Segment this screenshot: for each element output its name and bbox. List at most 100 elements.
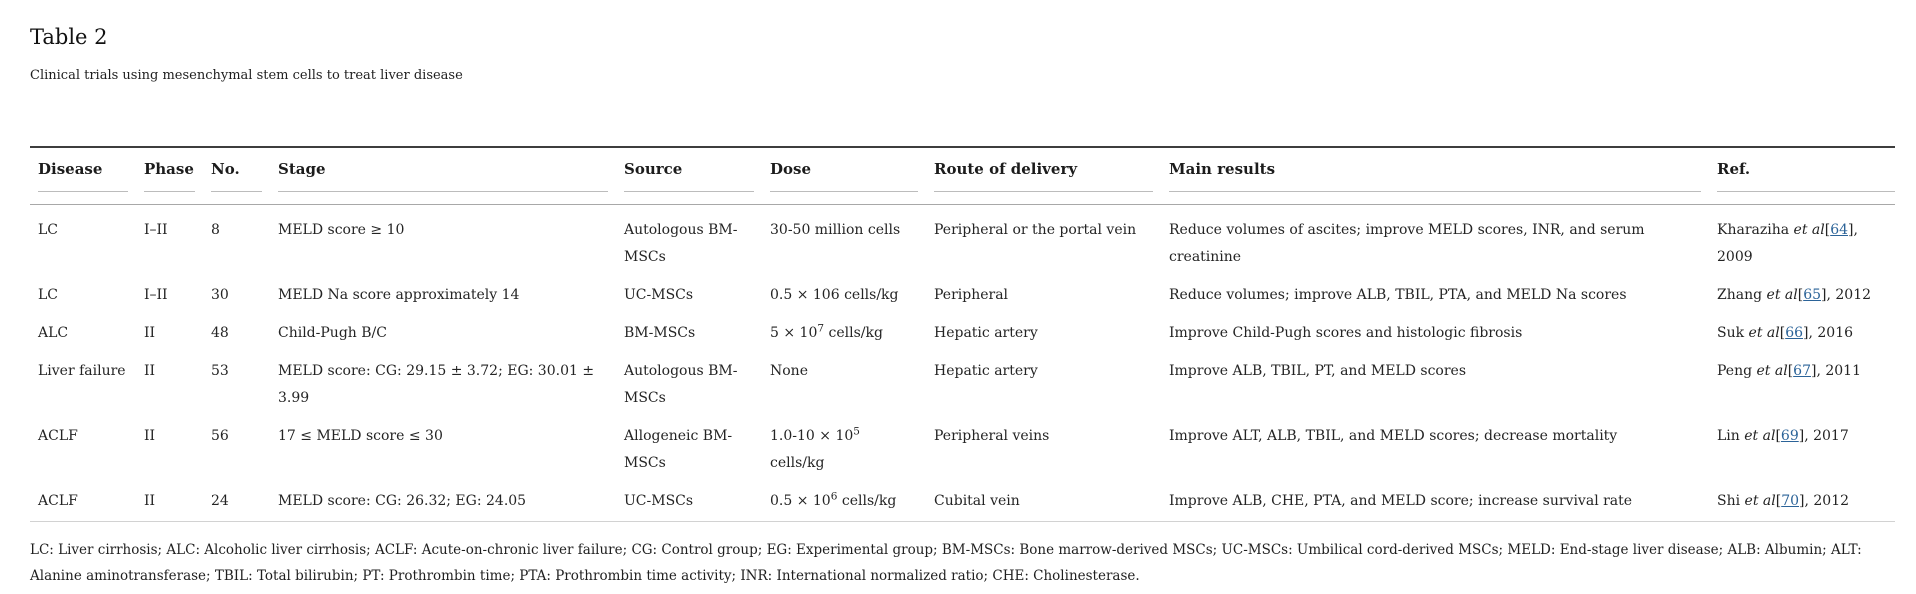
cell-no: 8 [211,222,220,238]
table-footnote: LC: Liver cirrhosis; ALC: Alcoholic live… [30,542,1862,584]
cell-stage: MELD Na score approximately 14 [278,287,520,303]
cell-route: Hepatic artery [934,325,1038,341]
cell-dose: 5 × 107 cells/kg [770,315,934,353]
citation-link[interactable]: 64 [1830,222,1849,238]
cell-stage: MELD score: CG: 29.15 ± 3.72; EG: 30.01 … [278,363,595,406]
ref-etal: et al [1744,428,1776,444]
cell-disease: LC [38,222,59,238]
cell-stage: MELD score ≥ 10 [278,222,405,238]
col-header-source: Source [624,147,770,205]
col-header-route: Route of delivery [934,147,1169,205]
ref-year: , 2012 [1804,493,1850,509]
col-header-stage: Stage [278,147,624,205]
table-row: Liver failure II 53 MELD score: CG: 29.1… [30,353,1895,418]
table-row: LC I–II 30 MELD Na score approximately 1… [30,277,1895,315]
cell-source: Autologous BM-MSCs [624,363,738,406]
ref-bracket-close: ] [1799,493,1805,509]
citation-link[interactable]: 70 [1781,493,1800,509]
cell-ref: Lin et al[69], 2017 [1717,418,1895,483]
citation-link[interactable]: 69 [1780,428,1799,444]
dose-text: 0.5 × 106 cells/kg [770,287,899,303]
cell-results: Improve Child-Pugh scores and histologic… [1169,325,1523,341]
cell-no: 24 [211,493,229,509]
cell-ref: Suk et al[66], 2016 [1717,315,1895,353]
table-row: LC I–II 8 MELD score ≥ 10 Autologous BM-… [30,205,1895,278]
cell-route: Cubital vein [934,493,1020,509]
citation-link[interactable]: 65 [1803,287,1822,303]
dose-text: None [770,363,808,379]
ref-author: Zhang [1717,287,1763,303]
dose-unit: cells/kg [824,325,883,341]
clinical-trials-table: Disease Phase No. Stage Source Dose Rout… [30,146,1895,522]
cell-dose: None [770,353,934,418]
cell-ref: Zhang et al[65], 2012 [1717,277,1895,315]
cell-disease: Liver failure [38,363,126,379]
cell-stage: 17 ≤ MELD score ≤ 30 [278,428,443,444]
ref-etal: et al [1766,287,1798,303]
ref-bracket-close: ] [1811,363,1817,379]
ref-bracket-open: [ [1775,428,1781,444]
cell-phase: II [144,363,156,379]
ref-year: , 2017 [1804,428,1849,444]
cell-dose: 0.5 × 106 cells/kg [770,277,934,315]
citation-link[interactable]: 67 [1793,363,1811,379]
cell-disease: LC [38,287,59,303]
cell-source: Autologous BM-MSCs [624,222,738,265]
ref-bracket-close: ] [1803,325,1809,341]
cell-dose: 30-50 million cells [770,205,934,278]
cell-route: Peripheral [934,287,1009,303]
dose-exponent: 7 [817,322,825,335]
col-header-dose: Dose [770,147,934,205]
cell-source: Allogeneic BM-MSCs [624,428,733,471]
cell-route: Peripheral veins [934,428,1050,444]
cell-results: Reduce volumes; improve ALB, TBIL, PTA, … [1169,287,1627,303]
cell-phase: II [144,325,156,341]
cell-ref: Peng et al[67], 2011 [1717,353,1895,418]
cell-phase: I–II [144,222,168,238]
ref-bracket-open: [ [1797,287,1804,303]
cell-phase: II [144,428,156,444]
cell-no: 30 [211,287,229,303]
dose-text: 0.5 × 10 [770,493,831,509]
dose-unit: cells/kg [837,493,897,509]
ref-bracket-open: [ [1824,222,1831,238]
ref-author: Lin [1717,428,1740,444]
ref-author: Shi [1717,493,1741,509]
ref-author: Peng [1717,363,1753,379]
ref-year: , 2011 [1816,363,1861,379]
ref-etal: et al [1744,493,1776,509]
col-header-results: Main results [1169,147,1717,205]
cell-results: Improve ALB, CHE, PTA, and MELD score; i… [1169,493,1633,509]
ref-bracket-open: [ [1787,363,1794,379]
cell-disease: ALC [38,325,69,341]
cell-route: Hepatic artery [934,363,1038,379]
col-header-disease: Disease [30,147,144,205]
ref-etal: et al [1756,363,1788,379]
cell-stage: MELD score: CG: 26.32; EG: 24.05 [278,493,527,509]
ref-bracket-close: ] [1798,428,1805,444]
ref-author: Suk [1717,325,1745,341]
ref-year: , 2016 [1808,325,1854,341]
ref-bracket-open: [ [1779,325,1786,341]
dose-text: 5 × 10 [770,325,818,341]
cell-ref: Shi et al[70], 2012 [1717,483,1895,522]
dose-text: 1.0-10 × 10 [770,428,854,444]
cell-ref: Kharaziha et al[64], 2009 [1717,205,1895,278]
ref-bracket-open: [ [1775,493,1782,509]
col-header-phase: Phase [144,147,211,205]
ref-bracket-close: ] [1821,287,1827,303]
cell-results: Improve ALT, ALB, TBIL, and MELD scores;… [1169,428,1618,444]
cell-no: 56 [211,428,229,444]
ref-author: Kharaziha [1717,222,1790,238]
cell-source: UC-MSCs [624,287,694,303]
cell-results: Reduce volumes of ascites; improve MELD … [1169,222,1645,265]
ref-year: , 2012 [1826,287,1872,303]
cell-phase: II [144,493,156,509]
dose-unit: cells/kg [770,455,825,471]
header-row: Disease Phase No. Stage Source Dose Rout… [30,147,1895,205]
cell-no: 53 [211,363,229,379]
ref-etal: et al [1793,222,1825,238]
citation-link[interactable]: 66 [1785,325,1804,341]
cell-stage: Child-Pugh B/C [278,325,387,341]
